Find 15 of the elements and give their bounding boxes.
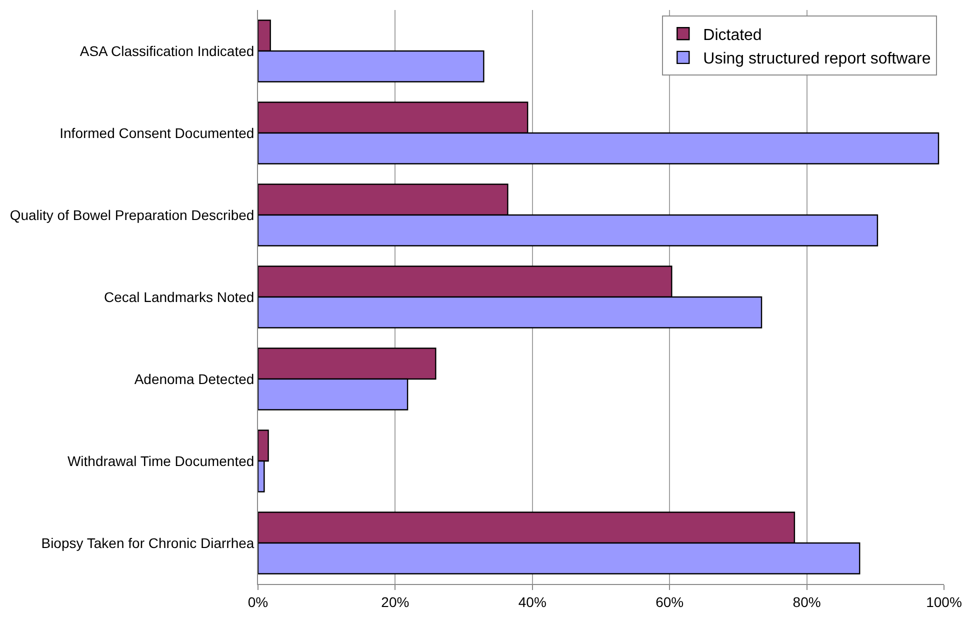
y-tick-label: ASA Classification Indicated (80, 42, 254, 59)
y-tick-label: Informed Consent Documented (60, 124, 254, 141)
y-tick-label: Cecal Landmarks Noted (104, 288, 254, 305)
y-tick-label: Quality of Bowel Preparation Described (10, 206, 254, 223)
x-tick-label: 0% (248, 594, 268, 610)
legend-label: Dictated (703, 26, 762, 44)
y-tick-label: Adenoma Detected (134, 370, 254, 387)
x-tick-label: 60% (656, 594, 684, 610)
x-tick-label: 80% (792, 594, 821, 610)
y-tick-label: Withdrawal Time Documented (67, 452, 254, 469)
x-tick-label: 40% (518, 594, 546, 610)
y-tick-label: Biopsy Taken for Chronic Diarrhea (41, 534, 254, 551)
legend-label: Using structured report software (703, 50, 931, 68)
x-tick-label: 100% (926, 594, 962, 610)
x-tick-label: 20% (381, 594, 410, 610)
